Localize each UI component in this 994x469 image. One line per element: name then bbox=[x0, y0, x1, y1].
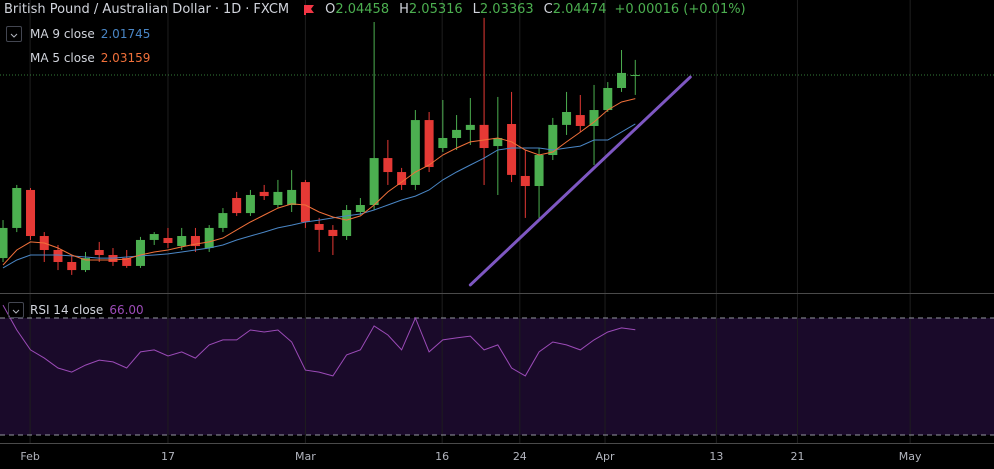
symbol-title: British Pound / Australian Dollar bbox=[4, 2, 211, 17]
candle-body bbox=[493, 137, 503, 147]
candle-body bbox=[204, 227, 214, 249]
close-prefix: C bbox=[543, 2, 553, 17]
change: +0.00016 (+0.01%) bbox=[614, 2, 746, 17]
x-tick-label: 21 bbox=[790, 450, 804, 463]
candle-body bbox=[424, 120, 434, 168]
x-tick-label: 17 bbox=[161, 450, 175, 463]
candle-body bbox=[80, 258, 90, 271]
candle-body bbox=[589, 110, 599, 126]
candle-body bbox=[465, 124, 475, 130]
flag-icon[interactable] bbox=[303, 4, 315, 16]
chevron bbox=[10, 33, 18, 38]
ma9-legend: MA 9 close 2.01745 bbox=[30, 27, 150, 41]
candle-body bbox=[232, 198, 242, 214]
trendline bbox=[468, 75, 692, 287]
high-value: 2.05316 bbox=[408, 2, 463, 17]
candle-body bbox=[520, 175, 530, 187]
candle-body bbox=[245, 194, 255, 214]
x-tick-label: 24 bbox=[513, 450, 527, 463]
legend-name: MA 9 close bbox=[30, 27, 95, 41]
candle-body bbox=[397, 172, 407, 185]
candle-body bbox=[452, 129, 462, 138]
candle-body bbox=[300, 182, 310, 223]
candle-body bbox=[94, 249, 104, 256]
candle-body bbox=[383, 158, 393, 173]
interval: 1D bbox=[222, 2, 242, 17]
legend-name: RSI 14 close bbox=[30, 303, 104, 317]
candle-body bbox=[507, 124, 517, 175]
rsi-legend: RSI 14 close 66.00 bbox=[30, 303, 144, 317]
candle-body bbox=[355, 205, 365, 212]
candle-body bbox=[328, 229, 338, 237]
close-value: 2.04474 bbox=[552, 2, 607, 17]
candle-body bbox=[438, 137, 448, 149]
legend-value: 2.03159 bbox=[100, 51, 151, 65]
legend-value: 66.00 bbox=[109, 303, 144, 317]
ma-line bbox=[2, 98, 636, 266]
legend-value: 2.01745 bbox=[100, 27, 151, 41]
candle-body bbox=[0, 227, 8, 259]
open-value: 2.04458 bbox=[335, 2, 390, 17]
candle-body bbox=[314, 224, 324, 230]
high-prefix: H bbox=[399, 2, 409, 17]
candle-body bbox=[273, 191, 283, 206]
collapse-button[interactable] bbox=[6, 26, 22, 42]
candle-body bbox=[617, 72, 627, 88]
separator: · bbox=[245, 2, 250, 17]
candle-body bbox=[163, 237, 173, 244]
x-tick-label: Mar bbox=[295, 450, 316, 463]
ma5-legend: MA 5 close 2.03159 bbox=[30, 51, 150, 65]
source: FXCM bbox=[253, 2, 290, 17]
candle-body bbox=[190, 236, 200, 247]
candle-body bbox=[177, 236, 187, 247]
candle-body bbox=[218, 213, 228, 228]
candle-body bbox=[149, 234, 159, 240]
candle-body bbox=[534, 155, 544, 187]
candle-body bbox=[53, 249, 63, 262]
collapse-button[interactable] bbox=[8, 302, 24, 318]
separator: · bbox=[214, 2, 219, 17]
candle-body bbox=[259, 191, 269, 197]
candle-body bbox=[135, 239, 145, 266]
x-tick-label: May bbox=[899, 450, 922, 463]
rsi-line bbox=[2, 304, 636, 377]
candle-body bbox=[122, 258, 132, 266]
candle-body bbox=[562, 112, 572, 125]
candle-body bbox=[26, 189, 36, 237]
candle-body bbox=[67, 261, 77, 271]
header: British Pound / Australian Dollar · 1D ·… bbox=[4, 2, 746, 17]
candle-body bbox=[12, 187, 22, 228]
candle-body bbox=[548, 124, 558, 156]
candle-body bbox=[575, 115, 585, 126]
chevron bbox=[12, 309, 20, 314]
x-tick-label: Feb bbox=[20, 450, 39, 463]
open-prefix: O bbox=[325, 2, 336, 17]
legend-name: MA 5 close bbox=[30, 51, 95, 65]
low-prefix: L bbox=[472, 2, 480, 17]
candle-body bbox=[630, 75, 640, 77]
rsi-band bbox=[0, 317, 994, 435]
candle-body bbox=[603, 87, 613, 111]
candle-body bbox=[342, 210, 352, 237]
candle-body bbox=[369, 158, 379, 206]
candle-body bbox=[479, 124, 489, 149]
candle-body bbox=[287, 189, 297, 206]
x-tick-label: 13 bbox=[709, 450, 723, 463]
ma-line bbox=[2, 123, 636, 269]
candle-body bbox=[410, 120, 420, 185]
x-tick-label: 16 bbox=[435, 450, 449, 463]
low-value: 2.03363 bbox=[479, 2, 534, 17]
x-tick-label: Apr bbox=[596, 450, 616, 463]
